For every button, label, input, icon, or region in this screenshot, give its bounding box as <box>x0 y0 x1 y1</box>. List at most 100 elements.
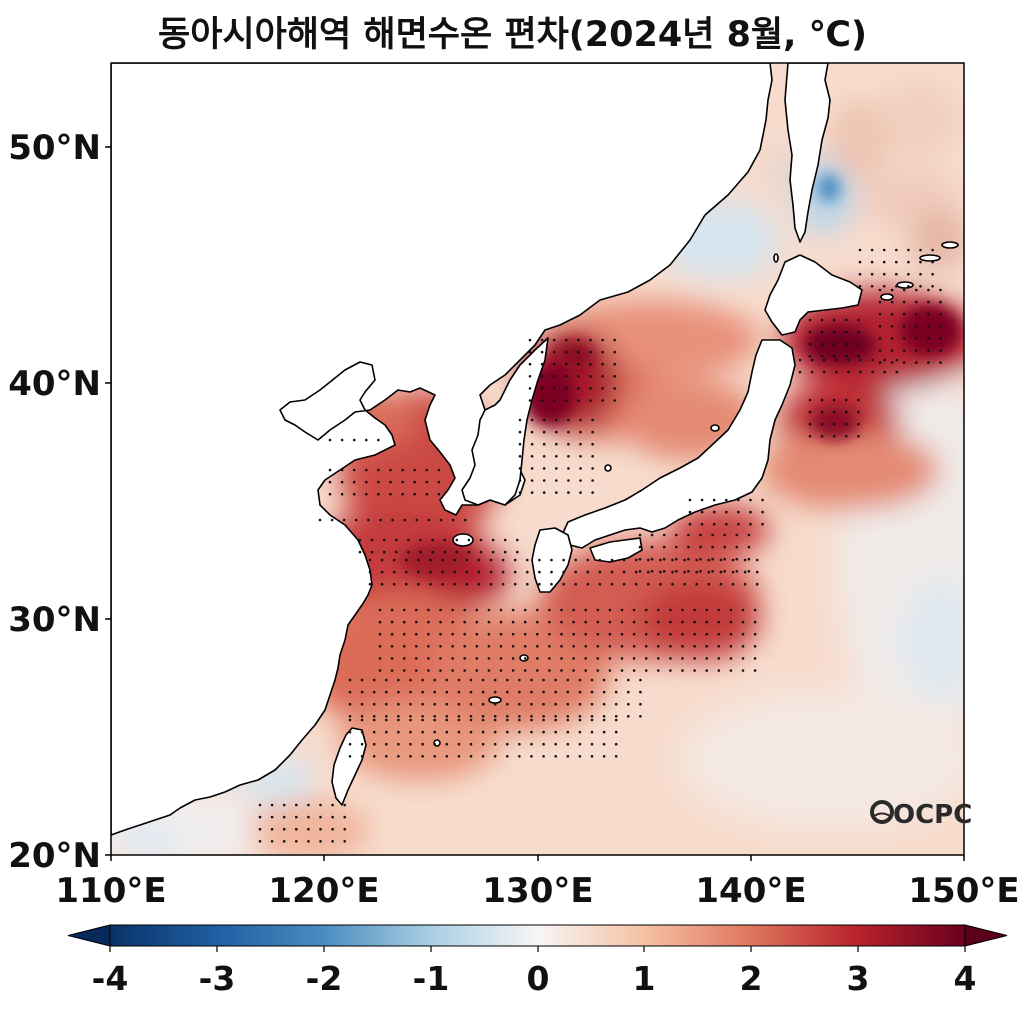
stipple-dot <box>523 657 527 660</box>
stipple-dot <box>729 620 733 624</box>
stipple-dot <box>562 582 565 586</box>
stipple-dot <box>890 337 894 340</box>
stipple-dot <box>379 518 382 522</box>
stipple-dot <box>584 620 587 624</box>
stipple-dot <box>700 498 704 502</box>
stipple-dot <box>511 657 515 660</box>
stipple-dot <box>572 645 575 648</box>
stipple-dot <box>548 608 551 612</box>
stipple-dot <box>475 669 479 672</box>
stipple-dot <box>370 538 374 542</box>
stipple-dot <box>711 545 714 549</box>
stipple-dot <box>584 632 587 636</box>
stipple-dot <box>372 690 376 694</box>
stipple-dot <box>890 300 894 304</box>
stipple-dot <box>365 492 368 496</box>
stipple-dot <box>589 362 592 366</box>
stipple-dot <box>572 632 575 636</box>
colorbar-tick-label: -3 <box>199 959 236 998</box>
stipple-dot <box>622 570 626 574</box>
stipple-dot <box>650 545 654 549</box>
stipple-dot <box>723 533 726 537</box>
stipple-dot <box>390 669 394 672</box>
stipple-dot <box>835 358 838 362</box>
stipple-dot <box>343 815 347 819</box>
y-tick-label: 30°N <box>8 600 101 640</box>
stipple-dot <box>397 715 400 718</box>
stipple-dot <box>385 702 388 706</box>
stipple-dot <box>342 518 346 522</box>
stipple-dot <box>584 657 587 660</box>
stipple-dot <box>639 678 642 682</box>
stipple-dot <box>542 491 546 494</box>
stipple-dot <box>506 715 509 718</box>
stipple-dot <box>528 375 532 378</box>
stipple-dot <box>601 362 604 366</box>
stipple-dot <box>578 718 582 722</box>
stipple-dot <box>845 422 848 426</box>
stipple-dot <box>540 375 544 378</box>
stipple-dot <box>578 690 582 694</box>
stipple-dot <box>890 325 894 328</box>
stipple-dot <box>530 455 534 458</box>
stipple-dot <box>542 418 546 422</box>
stipple-dot <box>340 438 344 442</box>
stipple-dot <box>413 492 417 496</box>
stipple-dot <box>378 620 382 624</box>
stipple-dot <box>915 337 918 340</box>
stipple-dot <box>927 337 930 340</box>
stipple-dot <box>613 375 616 378</box>
stipple-dot <box>343 827 347 831</box>
stipple-dot <box>378 608 382 612</box>
x-tick-label: 110°E <box>55 871 166 911</box>
y-tick-label: 40°N <box>8 364 101 404</box>
stipple-dot <box>365 438 368 442</box>
stipple-dot <box>548 669 551 672</box>
stipple-dot <box>475 632 479 636</box>
stipple-dot <box>602 690 606 694</box>
stipple-dot <box>895 370 899 374</box>
stipple-dot <box>445 755 449 758</box>
stipple-dot <box>506 702 509 706</box>
stipple-dot <box>741 608 745 612</box>
stipple-dot <box>634 582 638 586</box>
stipple-dot <box>939 325 942 328</box>
stipple-dot <box>433 742 437 746</box>
stipple-dot <box>390 608 394 612</box>
stipple-dot <box>699 557 702 561</box>
stipple-dot <box>614 715 618 718</box>
stipple-dot <box>939 349 942 352</box>
stipple-dot <box>705 608 708 612</box>
stipple-dot <box>402 608 406 612</box>
stipple-dot <box>810 358 814 362</box>
stipple-dot <box>467 550 471 554</box>
stipple-dot <box>729 632 733 636</box>
colorbar-extend-high <box>964 924 1008 947</box>
stipple-dot <box>372 718 376 722</box>
stipple-dot <box>614 702 618 706</box>
stipple-dot <box>380 570 384 574</box>
stipple-dot <box>671 570 674 574</box>
stipple-dot <box>421 715 424 718</box>
stipple-dot <box>378 657 382 660</box>
stipple-dot <box>743 582 747 586</box>
stipple-dot <box>501 582 505 586</box>
stipple-dot <box>455 538 459 542</box>
stipple-dot <box>566 678 570 682</box>
stipple-dot <box>443 550 447 554</box>
stipple-dot <box>489 582 493 586</box>
stipple-dot <box>882 248 886 252</box>
stipple-dot <box>729 645 733 648</box>
stipple-dot <box>681 620 684 624</box>
stipple-dot <box>731 570 735 574</box>
stipple-dot <box>596 608 600 612</box>
stipple-dot <box>747 545 751 549</box>
stipple-dot <box>566 702 570 706</box>
stipple-dot <box>822 358 826 362</box>
stipple-dot <box>632 620 636 624</box>
stipple-dot <box>499 645 503 648</box>
stipple-dot <box>513 582 517 586</box>
stipple-dot <box>555 430 558 434</box>
stipple-dot <box>719 582 723 586</box>
stipple-dot <box>554 742 557 746</box>
